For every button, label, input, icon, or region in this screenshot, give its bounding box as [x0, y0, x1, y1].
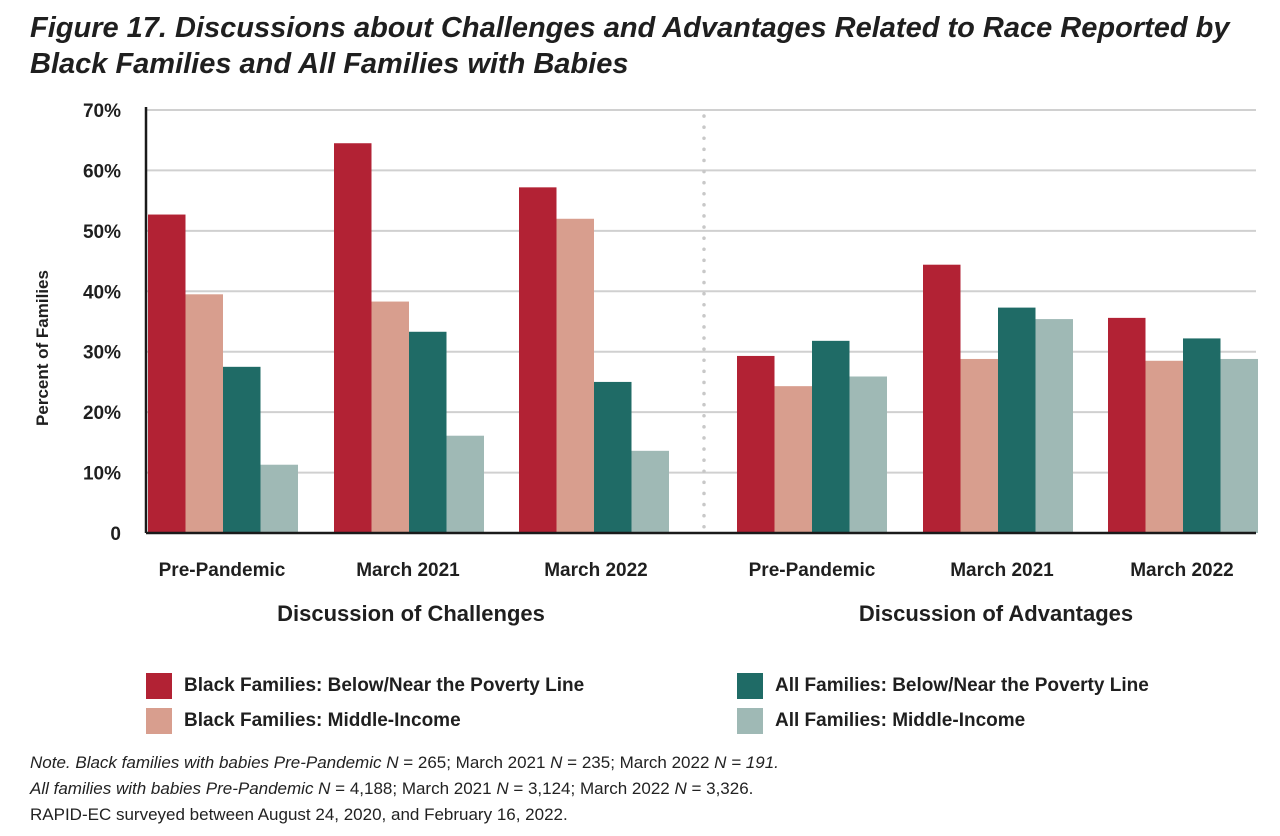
bar-all-middle-income — [631, 450, 669, 533]
note-text-segment: = 4,188; March 2021 — [330, 779, 497, 798]
bar-all-below-poverty — [594, 381, 632, 533]
bar-black-below-poverty — [923, 264, 961, 533]
note-text-segment: N — [674, 779, 687, 798]
axes — [144, 107, 1256, 535]
bar-all-below-poverty — [1183, 338, 1221, 533]
note-line-1: Note. Black families with babies Pre-Pan… — [30, 750, 779, 776]
bar-black-below-poverty — [148, 214, 186, 533]
bar-black-below-poverty — [737, 355, 775, 533]
bar-black-below-poverty — [519, 187, 557, 533]
note-text-segment: All families with babies Pre-Pandemic N — [30, 779, 331, 798]
note-text-segment: RAPID-EC surveyed between August 24, 202… — [30, 805, 568, 824]
y-tick-label: 40% — [83, 282, 121, 303]
bars — [148, 143, 1258, 533]
note-text-segment: N — [496, 779, 509, 798]
bar-all-below-poverty — [223, 366, 261, 533]
chart-title: Figure 17. Discussions about Challenges … — [30, 10, 1260, 82]
bar-all-below-poverty — [998, 307, 1036, 533]
y-tick-label: 60% — [83, 161, 121, 182]
x-category-label: Pre-Pandemic — [159, 560, 286, 581]
note-text-segment: Note. Black families with babies Pre-Pan… — [30, 753, 399, 772]
y-tick-label: 70% — [83, 101, 121, 122]
bar-all-middle-income — [260, 464, 298, 533]
chart-title-line-2: Black Families and All Families with Bab… — [30, 48, 629, 80]
bar-all-below-poverty — [812, 340, 850, 533]
x-category-label: March 2022 — [544, 560, 648, 581]
y-tick-label: 30% — [83, 343, 121, 364]
note-text-segment: = 3,326. — [686, 779, 754, 798]
note-text-segment: N = 191. — [714, 753, 779, 772]
x-category-label: March 2021 — [356, 560, 460, 581]
bar-black-middle-income — [1145, 360, 1183, 533]
bar-black-below-poverty — [1108, 317, 1146, 533]
note-line-3: RAPID-EC surveyed between August 24, 202… — [30, 802, 779, 828]
bar-all-middle-income — [849, 376, 887, 533]
note-text-segment: = 235; March 2022 — [562, 753, 715, 772]
bar-black-middle-income — [556, 218, 594, 533]
axis-labels: 0 10% 20% 30% 40% 50% 60% 70% Percent of Familie… — [33, 101, 1234, 626]
y-tick-label: 0 — [110, 524, 121, 545]
bar-black-middle-income — [185, 294, 223, 533]
y-tick-label: 20% — [83, 403, 121, 424]
y-axis-title: Percent of Families — [33, 270, 52, 426]
y-tick-label: 50% — [83, 222, 121, 243]
x-category-label: March 2021 — [950, 560, 1054, 581]
bar-all-middle-income — [446, 435, 484, 533]
note-text-segment: = 265; March 2021 — [398, 753, 551, 772]
panel-label: Discussion of Challenges — [277, 601, 545, 626]
note-text-segment: = 3,124; March 2022 — [508, 779, 675, 798]
bar-all-below-poverty — [409, 331, 447, 533]
bar-black-middle-income — [774, 386, 812, 533]
bar-black-middle-income — [960, 358, 998, 533]
chart-notes: Note. Black families with babies Pre-Pan… — [30, 750, 779, 828]
y-tick-label: 10% — [83, 464, 121, 485]
bar-black-middle-income — [371, 301, 409, 533]
panel-label: Discussion of Advantages — [859, 601, 1133, 626]
note-text-segment: N — [550, 753, 563, 772]
note-line-2: All families with babies Pre-Pandemic N … — [30, 776, 779, 802]
x-category-label: Pre-Pandemic — [749, 560, 876, 581]
bar-all-middle-income — [1220, 358, 1258, 533]
bar-all-middle-income — [1035, 319, 1073, 533]
x-category-label: March 2022 — [1130, 560, 1234, 581]
gridlines — [146, 109, 1256, 474]
chart-title-line-1: Figure 17. Discussions about Challenges … — [30, 12, 1230, 44]
bar-black-below-poverty — [334, 143, 372, 533]
